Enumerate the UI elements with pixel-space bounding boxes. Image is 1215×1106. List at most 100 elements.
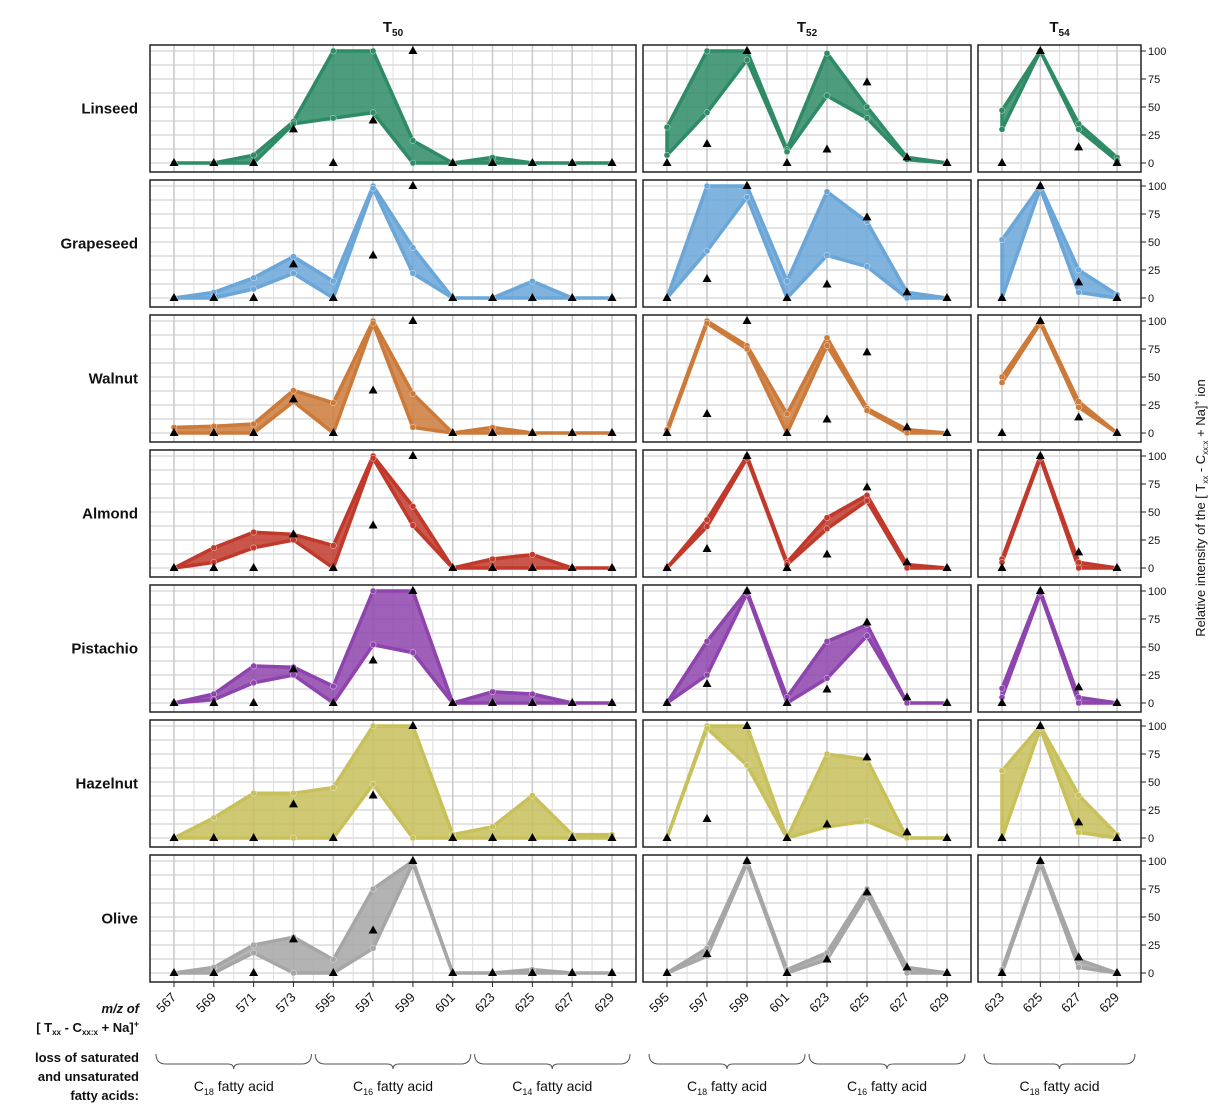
reference-triangle [488, 968, 498, 976]
band-area [1000, 859, 1119, 975]
reference-triangle [1035, 856, 1045, 864]
group-label-subscript: 18 [1030, 1087, 1040, 1097]
reference-triangle [448, 698, 458, 706]
x-axis-label-sup: + [134, 1019, 139, 1029]
reference-triangle [942, 158, 952, 166]
reference-triangle [527, 968, 537, 976]
reference-triangle [1074, 547, 1084, 556]
band-point-high [250, 274, 257, 282]
y-tick-label: 0 [1148, 563, 1154, 575]
reference-triangle [448, 968, 458, 976]
group-label-subscript: 18 [204, 1087, 214, 1097]
panel-grapeseed-T50 [149, 179, 637, 308]
reference-triangle [822, 684, 832, 693]
y-tick-label: 25 [1148, 400, 1160, 412]
group-label: C14 fatty acid [512, 1078, 592, 1097]
reference-triangle [209, 563, 219, 571]
reference-triangle [822, 819, 832, 828]
group-label-rest: fatty acid [214, 1078, 274, 1094]
panel-hazelnut-T50 [149, 719, 637, 848]
y-tick-label: 25 [1148, 805, 1160, 817]
panel-walnut-T50 [149, 314, 637, 443]
reference-triangle [209, 968, 219, 976]
reference-triangle [607, 833, 617, 841]
y-tick-label: 50 [1148, 777, 1160, 789]
reference-triangle [822, 549, 832, 558]
reference-triangle [527, 833, 537, 841]
reference-triangle [997, 698, 1007, 706]
column-title-main: T [1049, 19, 1058, 36]
band-point-high [529, 551, 536, 558]
y-tick-label: 50 [1148, 237, 1160, 249]
x-tick-label: 623 [472, 990, 498, 1016]
reference-triangle [607, 158, 617, 166]
band-point-high [210, 814, 218, 822]
reference-triangle [328, 428, 338, 436]
reference-triangle [702, 273, 712, 282]
reference-triangle [209, 833, 219, 841]
band-point-low [823, 342, 831, 349]
reference-triangle [782, 833, 792, 841]
band-point-high [250, 420, 257, 428]
reference-triangle [1035, 181, 1045, 189]
band-point-high [529, 792, 536, 799]
band-point-high [330, 956, 337, 963]
reference-triangle [567, 968, 577, 976]
band-point-high [409, 503, 417, 510]
panel-border [149, 449, 637, 578]
x-tick-label: 625 [512, 990, 538, 1016]
band-point-high [250, 662, 257, 670]
reference-triangle [368, 115, 378, 124]
band-point-high [703, 47, 711, 55]
band-point-high [330, 784, 337, 791]
panel-almond-T54 [977, 449, 1146, 578]
reference-triangle [902, 152, 912, 161]
panel-pistachio-T52 [642, 584, 972, 713]
band-point-high [1075, 694, 1082, 701]
panel-border [149, 44, 637, 173]
y-axis-label-part: Relative intensity of the [ T [1193, 484, 1208, 637]
band-point-low [663, 151, 671, 159]
band-area [665, 49, 949, 165]
x-tick-label: 599 [392, 990, 418, 1016]
y-tick-label: 100 [1148, 721, 1166, 733]
band-point-low [823, 92, 831, 100]
reference-triangle [942, 293, 952, 301]
y-axis-label-part: - C [1193, 455, 1208, 476]
reference-triangle [288, 799, 298, 808]
y-tick-label: 50 [1148, 642, 1160, 654]
reference-triangle [742, 46, 752, 54]
reference-triangle [408, 586, 418, 594]
column-title-main: T [797, 19, 806, 36]
y-axis-label: Relative intensity of the [ Txx - Cxx:x … [1192, 379, 1210, 636]
group-label: C16 fatty acid [847, 1078, 927, 1097]
panel-pistachio-T54 [977, 584, 1146, 713]
panel-almond-T52 [642, 449, 972, 578]
reference-triangle [782, 293, 792, 301]
group-label-rest: fatty acid [707, 1078, 767, 1094]
group-label-rest: fatty acid [373, 1078, 433, 1094]
band-point-high [250, 790, 257, 797]
reference-triangle [448, 293, 458, 301]
band-point-low [369, 455, 377, 462]
band-point-high [823, 50, 831, 57]
reference-triangle [209, 698, 219, 706]
reference-triangle [822, 279, 832, 288]
reference-triangle [862, 752, 872, 761]
group-brace [983, 1053, 1136, 1070]
reference-triangle [662, 968, 672, 976]
reference-triangle [368, 520, 378, 529]
panel-border [977, 584, 1142, 713]
band-area [1000, 589, 1119, 705]
band-point-low [863, 632, 871, 639]
band-point-low [823, 525, 831, 532]
band-point-low [290, 671, 297, 679]
reference-triangle [527, 563, 537, 571]
reference-triangle [567, 158, 577, 166]
band-point-high [529, 278, 536, 285]
band-point-low [1075, 404, 1082, 411]
reference-triangle [1074, 952, 1084, 961]
band-area [1000, 454, 1119, 570]
band-point-low [250, 949, 257, 957]
reference-triangle [742, 316, 752, 324]
